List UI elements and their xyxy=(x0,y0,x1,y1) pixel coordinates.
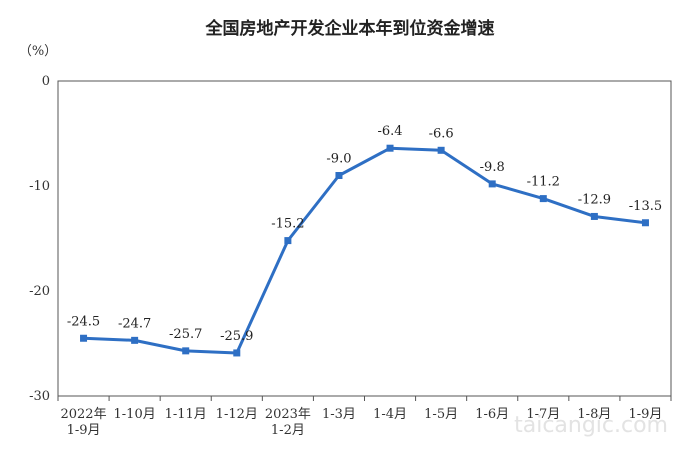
data-label: -25.7 xyxy=(169,327,202,342)
data-label: -6.4 xyxy=(378,124,403,139)
y-tick-label: -30 xyxy=(29,389,50,404)
data-point-marker xyxy=(437,146,445,154)
x-tick-label: 1-5月 xyxy=(424,407,458,422)
data-label: -15.2 xyxy=(271,217,304,232)
x-tick-label: 1-4月 xyxy=(373,407,407,422)
x-tick-label: 1-3月 xyxy=(322,407,356,422)
x-tick-label: 1-9月 xyxy=(628,407,662,422)
data-point-marker xyxy=(386,144,394,152)
x-tick-label: 1-10月 xyxy=(114,407,156,422)
y-tick-label: -10 xyxy=(29,179,50,194)
data-point-marker xyxy=(131,336,139,344)
y-tick-label: -20 xyxy=(29,284,50,299)
data-label: -13.5 xyxy=(629,199,662,214)
x-tick-label: 1-7月 xyxy=(526,407,560,422)
chart-title: 全国房地产开发企业本年到位资金增速 xyxy=(205,18,495,39)
data-label: -11.2 xyxy=(527,175,560,190)
data-point-marker xyxy=(641,219,649,227)
x-tick-label: 1-6月 xyxy=(475,407,509,422)
x-tick-label: 1-9月 xyxy=(67,423,101,438)
data-point-marker xyxy=(488,180,496,188)
data-point-marker xyxy=(590,212,598,220)
plot-area-frame xyxy=(57,80,672,397)
data-point-marker xyxy=(80,334,88,342)
data-point-marker xyxy=(233,349,241,357)
data-label: -24.7 xyxy=(118,316,151,331)
data-label: -6.6 xyxy=(429,126,454,141)
y-axis-unit: （%） xyxy=(19,44,57,59)
data-label: -9.0 xyxy=(326,152,351,167)
x-tick-label: 2023年 xyxy=(265,407,311,422)
y-tick-label: 0 xyxy=(42,74,50,89)
series-line xyxy=(83,146,646,355)
data-label: -12.9 xyxy=(578,192,611,207)
data-point-marker xyxy=(335,172,343,179)
data-label: -24.5 xyxy=(67,314,100,329)
x-tick-label: 1-8月 xyxy=(577,407,611,422)
x-tick-label: 1-2月 xyxy=(271,423,305,438)
data-point-marker xyxy=(539,195,547,203)
x-tick-label: 1-12月 xyxy=(216,407,258,422)
x-tick-label: 2022年 xyxy=(60,407,106,422)
data-point-marker xyxy=(284,237,292,245)
data-label: -25.9 xyxy=(220,329,253,344)
data-point-marker xyxy=(182,347,190,355)
watermark: taicangic.com xyxy=(514,413,668,438)
data-label: -9.8 xyxy=(480,160,505,175)
x-tick-label: 1-11月 xyxy=(165,407,207,422)
